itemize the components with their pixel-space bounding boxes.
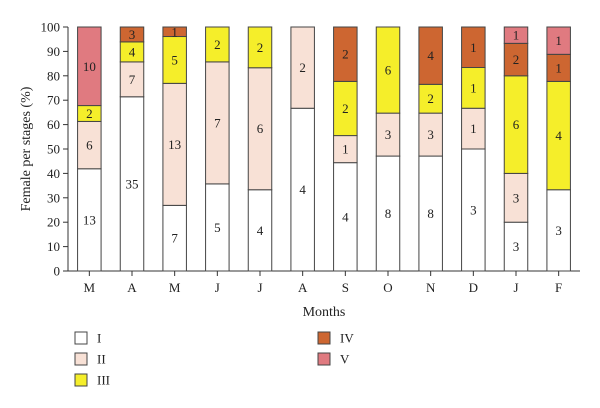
legend-label: V xyxy=(340,352,350,367)
bar-segment-label: 5 xyxy=(171,52,178,67)
y-axis-title: Female per stages (%) xyxy=(19,86,34,211)
bar-segment xyxy=(290,26,315,109)
y-tick-label: 100 xyxy=(41,20,61,35)
bar-segment xyxy=(375,26,401,114)
bar-segment xyxy=(119,26,145,43)
bar-segment-label: 1 xyxy=(470,40,477,55)
bar-segment-label: 7 xyxy=(171,231,178,246)
bar-segment xyxy=(77,26,102,107)
bar-segment-label: 2 xyxy=(513,52,520,67)
y-tick-label: 40 xyxy=(47,166,60,181)
bar-segment-label: 1 xyxy=(555,60,562,75)
legend-label: IV xyxy=(340,331,354,346)
y-tick-label: 70 xyxy=(47,93,60,108)
bar-segment-label: 6 xyxy=(385,63,392,78)
bar-segment-label: 3 xyxy=(385,127,392,142)
bar-segment-label: 1 xyxy=(470,121,477,136)
bar-segment-label: 3 xyxy=(129,27,136,42)
bar-segment-label: 6 xyxy=(513,117,520,132)
bar-segment xyxy=(418,26,443,85)
bar-segment-label: 4 xyxy=(555,128,562,143)
bar-segment-label: 3 xyxy=(555,223,562,238)
x-tick-label: J xyxy=(215,280,220,295)
bar-segment-label: 13 xyxy=(168,137,181,152)
bar-segment-label: 7 xyxy=(214,115,221,130)
bar-segment xyxy=(162,26,187,38)
bar-segment xyxy=(461,26,486,69)
legend-swatch xyxy=(74,373,88,387)
chart-axes xyxy=(67,27,580,272)
bar-segment-label: 2 xyxy=(214,37,221,52)
bar-segment xyxy=(546,26,571,55)
legend-swatch xyxy=(317,352,331,366)
y-tick-label: 0 xyxy=(54,264,61,279)
x-tick-label: A xyxy=(127,280,137,295)
y-tick-label: 90 xyxy=(47,44,60,59)
bar-segment-label: 13 xyxy=(83,212,96,227)
bar-segment-label: 10 xyxy=(83,59,96,74)
bar-segment xyxy=(333,26,358,82)
bar-segment-label: 2 xyxy=(342,101,349,116)
x-tick-label: N xyxy=(426,280,436,295)
x-axis-title: Months xyxy=(303,305,346,320)
bar-segment xyxy=(503,26,529,44)
bar-segment-label: 3 xyxy=(513,190,520,205)
x-tick-label: J xyxy=(513,280,518,295)
y-tick-label: 20 xyxy=(47,215,60,230)
y-tick-label: 10 xyxy=(47,239,60,254)
bar-segment-label: 6 xyxy=(86,138,93,153)
bar-segment-label: 2 xyxy=(86,106,93,121)
legend-label: I xyxy=(97,331,101,346)
bar-segment-label: 4 xyxy=(427,48,434,63)
y-tick-label: 50 xyxy=(47,142,60,157)
bar-segment-label: 1 xyxy=(513,28,520,43)
bar-segment-label: 3 xyxy=(470,203,477,218)
y-axis-ticks: 0 10 20 30 40 50 60 70 80 90 100 xyxy=(41,20,68,279)
legend-label: III xyxy=(97,373,110,388)
bar-segment-label: 1 xyxy=(342,142,349,157)
bar-segment-label: 2 xyxy=(427,91,434,106)
bar-segment xyxy=(247,26,273,69)
bar-segment-label: 4 xyxy=(299,182,306,197)
bar-segment xyxy=(205,26,230,63)
bar-segment-label: 4 xyxy=(342,209,349,224)
bar-segment-label: 35 xyxy=(126,176,139,191)
bar-segment-label: 5 xyxy=(214,220,221,235)
x-tick-label: O xyxy=(383,280,392,295)
legend-label: II xyxy=(97,352,106,367)
bar-segment-label: 7 xyxy=(129,72,136,87)
bar-segment-label: 8 xyxy=(385,206,392,221)
y-tick-label: 60 xyxy=(47,117,60,132)
x-tick-label: A xyxy=(298,280,308,295)
x-tick-label: D xyxy=(469,280,478,295)
bar-segment-label: 2 xyxy=(299,60,306,75)
y-tick-label: 80 xyxy=(47,68,60,83)
bar-segment-label: 8 xyxy=(427,206,434,221)
bar-segment-label: 1 xyxy=(470,80,477,95)
x-tick-label: S xyxy=(342,280,349,295)
y-tick-label: 30 xyxy=(47,190,60,205)
bars-group: 1362103574371351572462424122836832431113… xyxy=(77,24,571,272)
bar-segment-label: 2 xyxy=(257,40,264,55)
x-tick-label: M xyxy=(84,280,96,295)
bar-segment-label: 3 xyxy=(513,239,520,254)
bar-segment-label: 6 xyxy=(257,121,264,136)
legend-swatch xyxy=(317,331,331,345)
bar-segment-label: 1 xyxy=(555,33,562,48)
x-tick-label: J xyxy=(257,280,262,295)
bar-segment-label: 2 xyxy=(342,47,349,62)
bar-segment-label: 4 xyxy=(257,223,264,238)
bar-segment-label: 3 xyxy=(427,127,434,142)
x-tick-label: F xyxy=(555,280,562,295)
bar-segment-label: 4 xyxy=(129,44,136,59)
x-tick-label: M xyxy=(169,280,181,295)
legend-swatch xyxy=(74,331,88,345)
legend-swatch xyxy=(74,352,88,366)
bar-segment-label: 1 xyxy=(171,24,178,39)
